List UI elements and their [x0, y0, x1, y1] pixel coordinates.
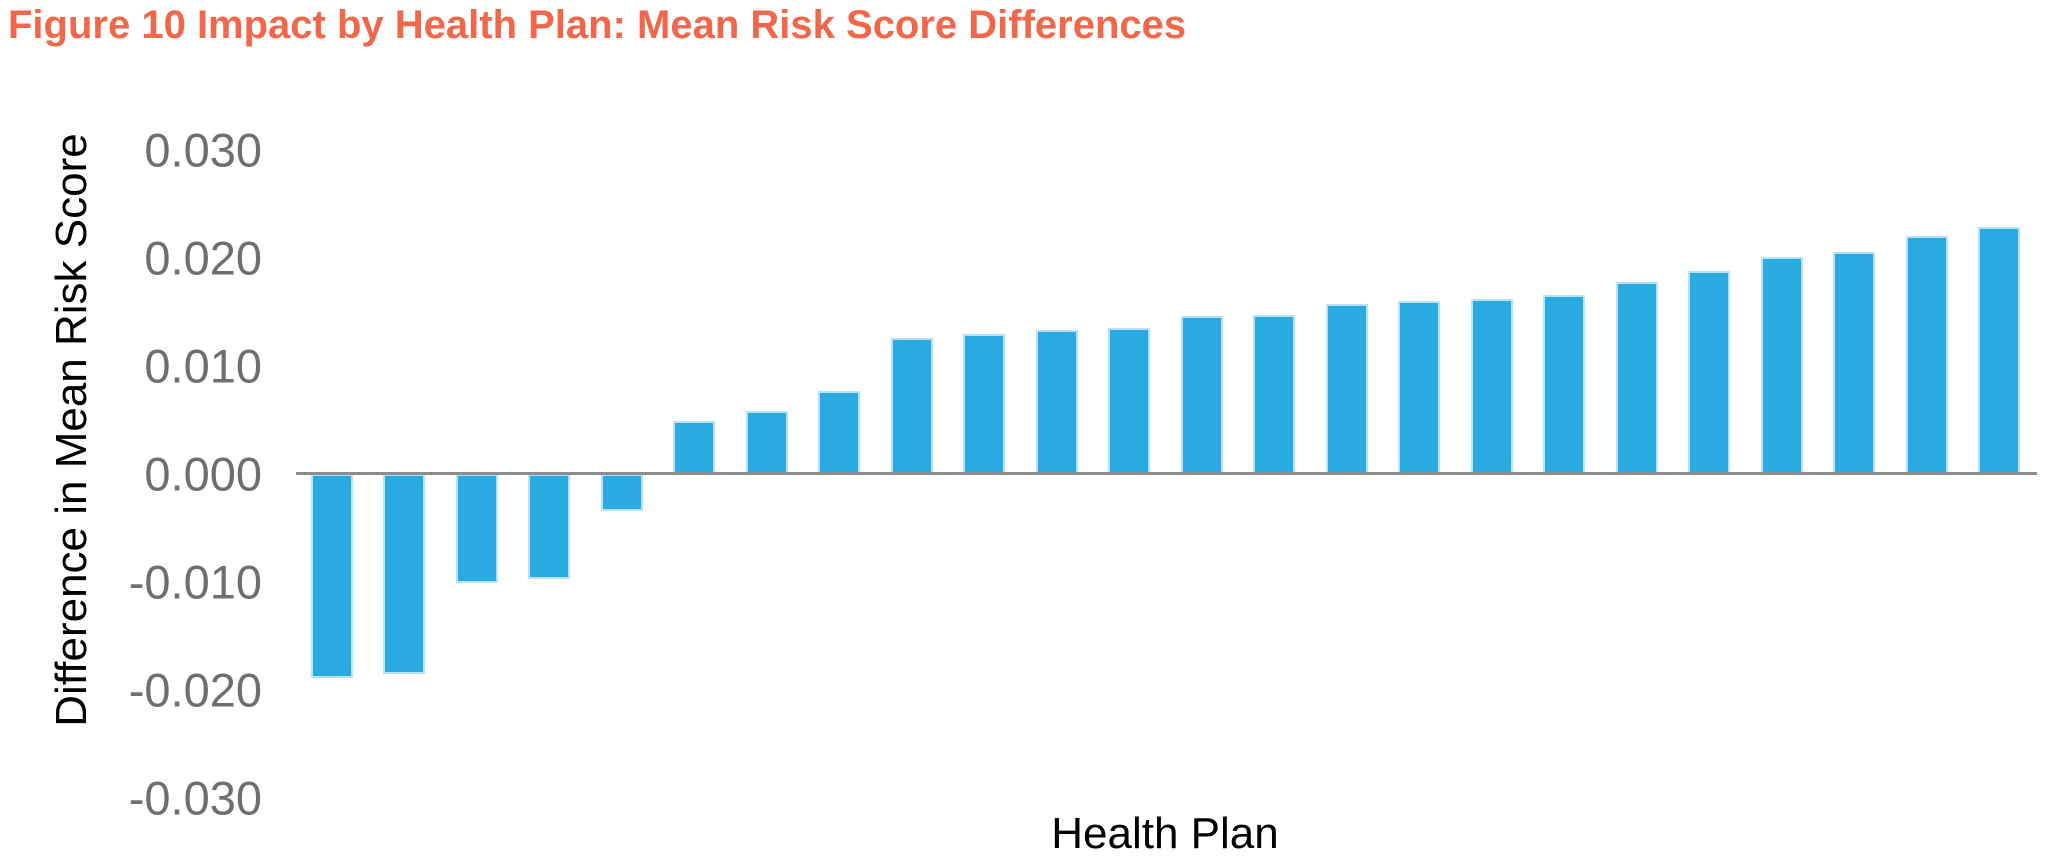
figure-title: Figure 10 Impact by Health Plan: Mean Ri…: [8, 3, 1187, 47]
bar: [1543, 295, 1585, 474]
bar: [383, 474, 425, 674]
bar: [1036, 330, 1078, 474]
bar: [528, 474, 570, 579]
bar: [311, 474, 353, 678]
bar: [1906, 236, 1948, 474]
bar: [1688, 271, 1730, 474]
bar: [1398, 301, 1440, 474]
bar: [456, 474, 498, 583]
x-axis-zero-line: [296, 472, 2037, 475]
y-tick-label: -0.030: [128, 771, 262, 825]
y-tick-label: 0.000: [144, 447, 262, 501]
bar: [1761, 257, 1803, 474]
y-tick-label: 0.020: [144, 231, 262, 285]
x-axis-title: Health Plan: [1051, 809, 1279, 858]
bar: [1471, 299, 1513, 474]
bar: [1253, 315, 1295, 474]
bar: [1616, 282, 1658, 474]
y-tick-label: 0.010: [144, 339, 262, 393]
bar: [601, 474, 643, 511]
bar: [1181, 316, 1223, 474]
y-tick-label: 0.030: [144, 123, 262, 177]
bar: [1978, 227, 2020, 474]
bar: [891, 338, 933, 474]
y-tick-label: -0.020: [128, 663, 262, 717]
bar: [963, 334, 1005, 474]
bar: [818, 391, 860, 474]
bar: [1108, 328, 1150, 474]
bar: [673, 421, 715, 474]
bar: [1326, 304, 1368, 474]
bar: [1833, 252, 1875, 474]
y-tick-label: -0.010: [128, 555, 262, 609]
bar: [746, 411, 788, 474]
